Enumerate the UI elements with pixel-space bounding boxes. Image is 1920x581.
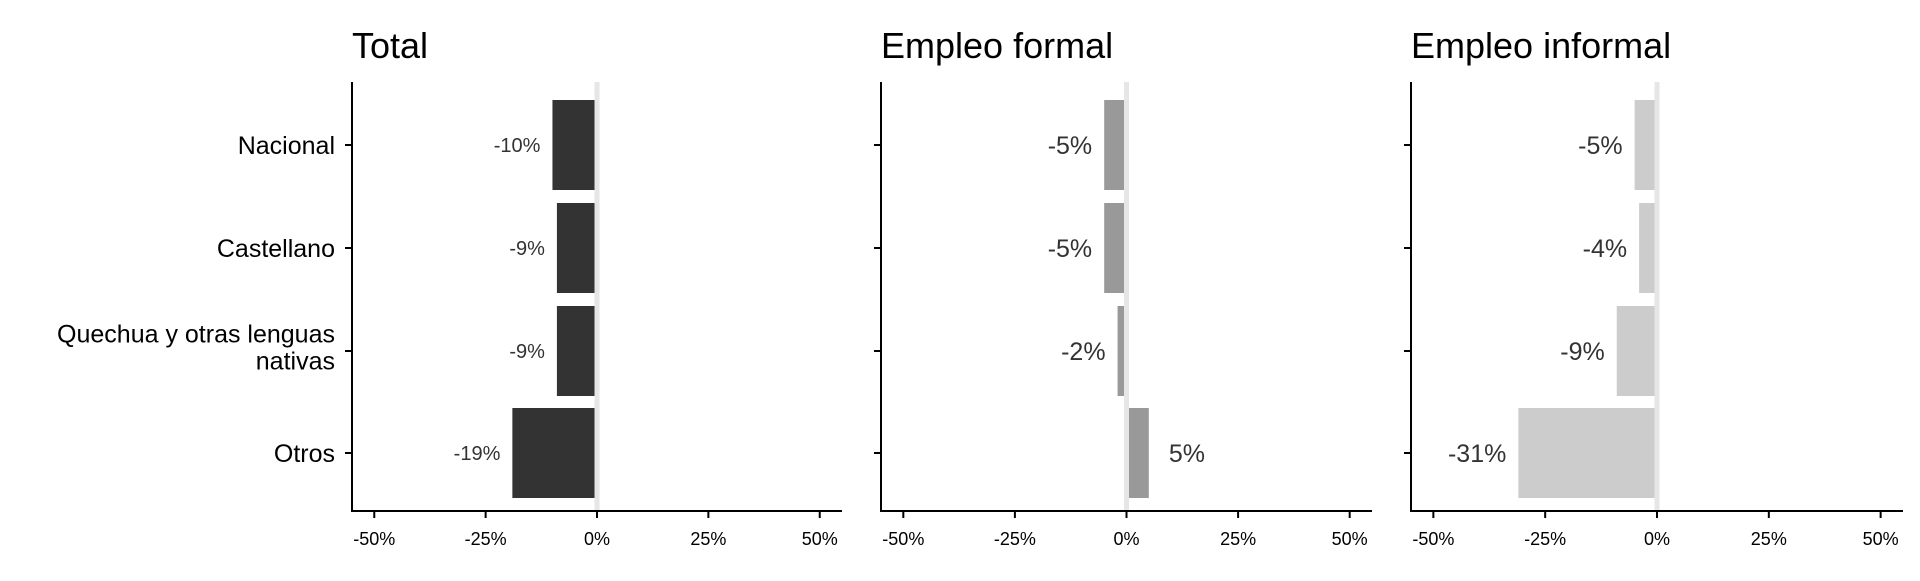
empleo-informal-x-tick-label: 0% xyxy=(1644,529,1670,549)
empleo-formal-x-tick-label: 50% xyxy=(1332,529,1368,549)
total-x-tick-label: 0% xyxy=(584,529,610,549)
total-x-tick-label: -50% xyxy=(353,529,395,549)
empleo-informal-bar-nacional xyxy=(1634,100,1655,190)
total-data-label-quechua-y-otras-lenguas-nativas: -9% xyxy=(509,341,545,363)
category-label-otros: Otros xyxy=(274,440,335,468)
empleo-informal-x-tick-label: -50% xyxy=(1412,529,1454,549)
total-x-tick-label: 25% xyxy=(690,529,726,549)
empleo-informal-x-tick-label: -25% xyxy=(1524,529,1566,549)
empleo-formal-x-tick-label: -50% xyxy=(882,529,924,549)
empleo-formal-bar-castellano xyxy=(1104,203,1124,293)
empleo-formal-data-label-quechua-y-otras-lenguas-nativas: -2% xyxy=(1061,338,1105,366)
empleo-formal-x-tick-label: 25% xyxy=(1220,529,1256,549)
total-bar-castellano xyxy=(556,203,595,293)
total-panel-title: Total xyxy=(352,25,428,66)
empleo-formal-x-tick-label: 0% xyxy=(1113,529,1139,549)
total-data-label-nacional: -10% xyxy=(494,135,541,157)
category-label-quechua-y-otras-lenguas-nativas-line-2: nativas xyxy=(256,348,335,376)
empleo-informal-x-tick-label: 25% xyxy=(1751,529,1787,549)
empleo-formal-panel-title: Empleo formal xyxy=(881,25,1113,66)
total-x-tick-label: -25% xyxy=(465,529,507,549)
total-x-tick-label: 50% xyxy=(802,529,838,549)
empleo-formal-data-label-otros: 5% xyxy=(1169,440,1205,468)
empleo-informal-bar-otros xyxy=(1518,408,1655,498)
category-label-nacional: Nacional xyxy=(238,132,335,160)
empleo-informal-bar-castellano xyxy=(1639,203,1655,293)
empleo-informal-x-tick-label: 50% xyxy=(1863,529,1899,549)
category-label-castellano: Castellano xyxy=(217,235,335,263)
empleo-formal-bar-quechua-y-otras-lenguas-nativas xyxy=(1117,306,1124,396)
total-bar-nacional xyxy=(552,100,595,190)
total-data-label-otros: -19% xyxy=(454,443,501,465)
empleo-formal-data-label-nacional: -5% xyxy=(1048,132,1092,160)
empleo-informal-bar-quechua-y-otras-lenguas-nativas xyxy=(1616,306,1655,396)
empleo-informal-data-label-otros: -31% xyxy=(1448,440,1506,468)
empleo-formal-bar-otros xyxy=(1129,408,1149,498)
total-bar-otros xyxy=(512,408,595,498)
empleo-informal-data-label-nacional: -5% xyxy=(1578,132,1622,160)
empleo-informal-data-label-quechua-y-otras-lenguas-nativas: -9% xyxy=(1560,338,1604,366)
total-data-label-castellano: -9% xyxy=(509,238,545,260)
empleo-formal-data-label-castellano: -5% xyxy=(1048,235,1092,263)
category-label-quechua-y-otras-lenguas-nativas-line-1: Quechua y otras lenguas xyxy=(57,321,335,349)
empleo-informal-data-label-castellano: -4% xyxy=(1583,235,1627,263)
empleo-formal-bar-nacional xyxy=(1104,100,1124,190)
total-bar-quechua-y-otras-lenguas-nativas xyxy=(556,306,595,396)
empleo-formal-x-tick-label: -25% xyxy=(994,529,1036,549)
empleo-informal-panel-title: Empleo informal xyxy=(1411,25,1671,66)
